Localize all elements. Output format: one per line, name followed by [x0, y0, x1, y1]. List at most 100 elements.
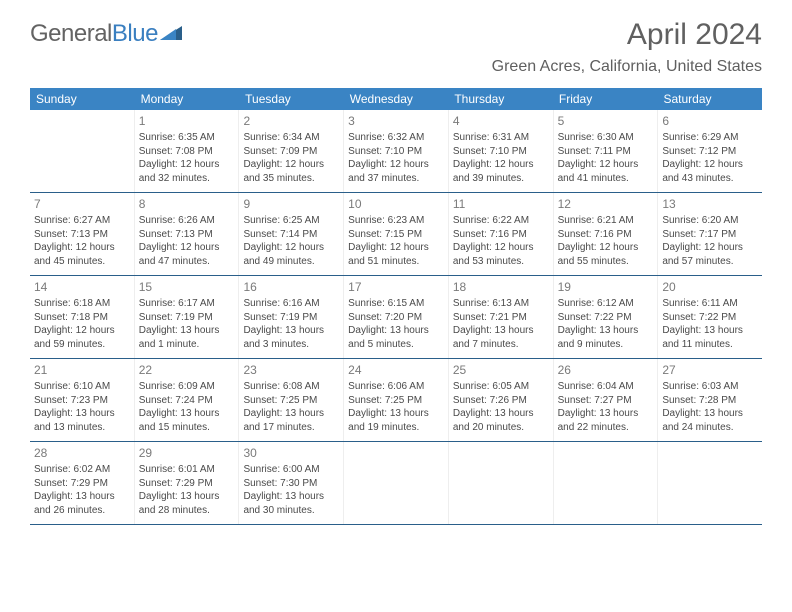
day-info-line: and 47 minutes.: [139, 255, 235, 269]
day-info-line: and 11 minutes.: [662, 338, 758, 352]
day-info-line: Sunrise: 6:22 AM: [453, 214, 549, 228]
day-info-line: Daylight: 12 hours: [558, 241, 654, 255]
day-info-line: Sunset: 7:16 PM: [453, 228, 549, 242]
day-cell: 8Sunrise: 6:26 AMSunset: 7:13 PMDaylight…: [135, 193, 240, 275]
day-info-line: Daylight: 12 hours: [139, 158, 235, 172]
day-info-line: Sunset: 7:09 PM: [243, 145, 339, 159]
day-info-line: Daylight: 13 hours: [243, 490, 339, 504]
day-info-line: Daylight: 13 hours: [243, 407, 339, 421]
day-info-line: and 28 minutes.: [139, 504, 235, 518]
day-info-line: and 37 minutes.: [348, 172, 444, 186]
day-info-line: Sunset: 7:13 PM: [34, 228, 130, 242]
day-info-line: Sunset: 7:27 PM: [558, 394, 654, 408]
day-number: 2: [243, 113, 339, 129]
day-info-line: Daylight: 13 hours: [139, 490, 235, 504]
day-info-line: Sunset: 7:23 PM: [34, 394, 130, 408]
day-info-line: Sunrise: 6:02 AM: [34, 463, 130, 477]
day-info-line: Daylight: 13 hours: [558, 324, 654, 338]
weekday-header: Saturday: [657, 88, 762, 110]
day-cell: 1Sunrise: 6:35 AMSunset: 7:08 PMDaylight…: [135, 110, 240, 192]
day-info-line: Daylight: 13 hours: [348, 407, 444, 421]
day-info-line: Sunset: 7:29 PM: [139, 477, 235, 491]
day-cell: 20Sunrise: 6:11 AMSunset: 7:22 PMDayligh…: [658, 276, 762, 358]
day-number: 5: [558, 113, 654, 129]
day-info-line: Sunset: 7:24 PM: [139, 394, 235, 408]
day-number: 21: [34, 362, 130, 378]
day-info-line: Sunrise: 6:21 AM: [558, 214, 654, 228]
day-cell: [30, 110, 135, 192]
day-cell: 18 Sunrise: 6:13 AMSunset: 7:21 PMDayligh…: [449, 276, 554, 358]
day-number: 19: [558, 279, 654, 295]
day-cell: 4Sunrise: 6:31 AMSunset: 7:10 PMDaylight…: [449, 110, 554, 192]
day-info-line: Daylight: 12 hours: [139, 241, 235, 255]
day-number: 13: [662, 196, 758, 212]
day-info-line: and 45 minutes.: [34, 255, 130, 269]
day-info-line: Sunset: 7:17 PM: [662, 228, 758, 242]
day-cell: 10Sunrise: 6:23 AMSunset: 7:15 PMDayligh…: [344, 193, 449, 275]
day-cell: 9Sunrise: 6:25 AMSunset: 7:14 PMDaylight…: [239, 193, 344, 275]
day-number: 15: [139, 279, 235, 295]
day-info-line: Sunset: 7:10 PM: [453, 145, 549, 159]
day-info-line: Sunrise: 6:27 AM: [34, 214, 130, 228]
day-info-line: and 15 minutes.: [139, 421, 235, 435]
day-info-line: and 53 minutes.: [453, 255, 549, 269]
day-info-line: and 24 minutes.: [662, 421, 758, 435]
day-cell: 3Sunrise: 6:32 AMSunset: 7:10 PMDaylight…: [344, 110, 449, 192]
day-cell: 2Sunrise: 6:34 AMSunset: 7:09 PMDaylight…: [239, 110, 344, 192]
day-info-line: Sunrise: 6:08 AM: [243, 380, 339, 394]
day-cell: 24Sunrise: 6:06 AMSunset: 7:25 PMDayligh…: [344, 359, 449, 441]
day-cell: 15Sunrise: 6:17 AMSunset: 7:19 PMDayligh…: [135, 276, 240, 358]
month-title: April 2024: [492, 18, 762, 52]
weekday-header: Friday: [553, 88, 658, 110]
day-info-line: Daylight: 13 hours: [34, 407, 130, 421]
day-info-line: and 30 minutes.: [243, 504, 339, 518]
day-cell: [554, 442, 659, 524]
day-info-line: Daylight: 12 hours: [558, 158, 654, 172]
day-info-line: Sunset: 7:21 PM: [453, 311, 549, 325]
day-info-line: Sunset: 7:22 PM: [662, 311, 758, 325]
day-number: 26: [558, 362, 654, 378]
day-number: 6: [662, 113, 758, 129]
day-info-line: and 35 minutes.: [243, 172, 339, 186]
day-cell: 26Sunrise: 6:04 AMSunset: 7:27 PMDayligh…: [554, 359, 659, 441]
day-info-line: Daylight: 13 hours: [453, 324, 549, 338]
weekday-header: Wednesday: [344, 88, 449, 110]
day-cell: 16Sunrise: 6:16 AMSunset: 7:19 PMDayligh…: [239, 276, 344, 358]
day-info-line: and 43 minutes.: [662, 172, 758, 186]
day-info-line: and 20 minutes.: [453, 421, 549, 435]
day-number: 9: [243, 196, 339, 212]
day-info-line: Sunrise: 6:09 AM: [139, 380, 235, 394]
day-info-line: Daylight: 12 hours: [453, 158, 549, 172]
day-info-line: Sunset: 7:29 PM: [34, 477, 130, 491]
day-number: 7: [34, 196, 130, 212]
day-cell: 7Sunrise: 6:27 AMSunset: 7:13 PMDaylight…: [30, 193, 135, 275]
day-info-line: Daylight: 13 hours: [139, 407, 235, 421]
day-cell: [344, 442, 449, 524]
logo-text-blue: Blue: [112, 20, 158, 48]
day-info-line: and 59 minutes.: [34, 338, 130, 352]
day-cell: 13Sunrise: 6:20 AMSunset: 7:17 PMDayligh…: [658, 193, 762, 275]
day-number: 27: [662, 362, 758, 378]
day-info-line: Sunrise: 6:26 AM: [139, 214, 235, 228]
day-info-line: Daylight: 12 hours: [348, 158, 444, 172]
day-info-line: Sunset: 7:10 PM: [348, 145, 444, 159]
day-cell: 11Sunrise: 6:22 AMSunset: 7:16 PMDayligh…: [449, 193, 554, 275]
day-info-line: Sunset: 7:08 PM: [139, 145, 235, 159]
day-number: 17: [348, 279, 444, 295]
day-info-line: Sunrise: 6:29 AM: [662, 131, 758, 145]
day-info-line: and 13 minutes.: [34, 421, 130, 435]
day-number: 18: [453, 279, 549, 295]
day-number: 12: [558, 196, 654, 212]
day-info-line: Daylight: 13 hours: [662, 407, 758, 421]
weekday-header: Tuesday: [239, 88, 344, 110]
day-info-line: Daylight: 12 hours: [243, 241, 339, 255]
day-info-line: Daylight: 12 hours: [662, 241, 758, 255]
day-info-line: Sunrise: 6:13 AM: [453, 297, 549, 311]
day-info-line: Daylight: 12 hours: [243, 158, 339, 172]
day-info-line: and 19 minutes.: [348, 421, 444, 435]
day-number: 25: [453, 362, 549, 378]
day-info-line: Sunrise: 6:12 AM: [558, 297, 654, 311]
page-header: GeneralBlue April 2024 Green Acres, Cali…: [0, 0, 792, 80]
day-number: 14: [34, 279, 130, 295]
day-info-line: Daylight: 12 hours: [662, 158, 758, 172]
